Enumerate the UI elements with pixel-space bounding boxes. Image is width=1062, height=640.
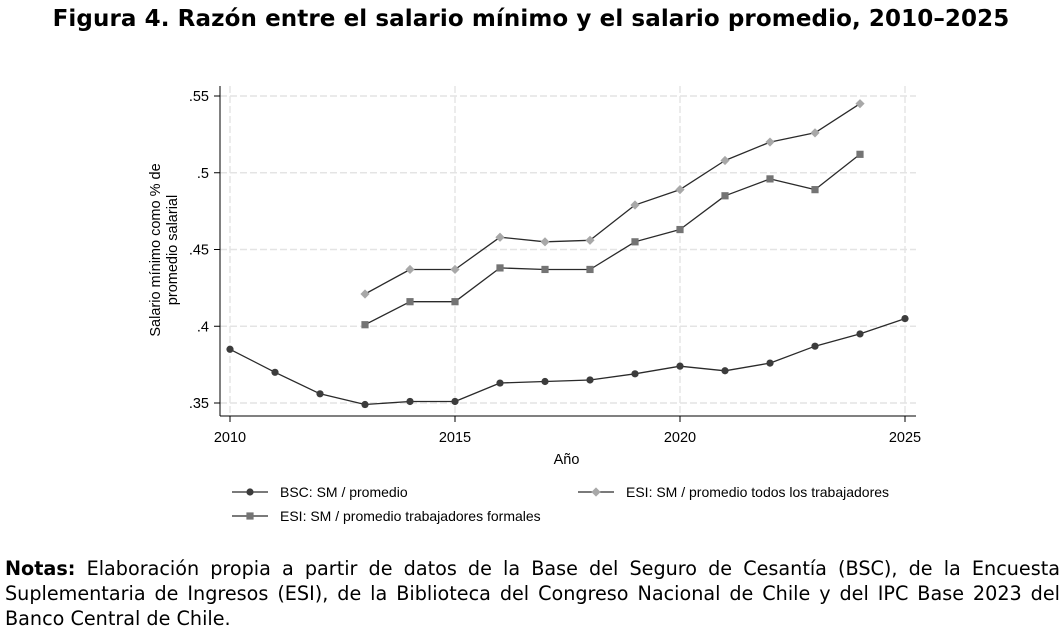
data-point-circle [316, 390, 324, 398]
data-point-square [541, 265, 549, 274]
x-tick-label: 2020 [664, 430, 696, 446]
data-point-square [451, 298, 459, 306]
figure-notes: Notas: Elaboración propia a partir de da… [5, 556, 1060, 631]
data-series [226, 99, 909, 409]
data-point-diamond [405, 264, 415, 275]
notes-text: Elaboración propia a partir de datos de … [5, 557, 1060, 630]
data-point-circle [631, 370, 639, 378]
y-axis-title-line: promedio salarial [165, 195, 181, 305]
data-point-square [406, 298, 414, 306]
legend-marker-diamond [591, 487, 601, 497]
legend-marker-circle [246, 488, 254, 496]
data-point-circle [901, 314, 909, 323]
data-point-diamond [585, 235, 595, 245]
legend-marker-square [246, 512, 254, 520]
data-point-square [811, 186, 819, 194]
data-point-diamond [765, 137, 775, 147]
data-point-square [721, 192, 729, 200]
data-point-diamond [675, 185, 685, 195]
data-point-circle [361, 400, 369, 409]
x-axis-title: Año [554, 452, 580, 468]
data-point-circle [406, 397, 414, 406]
plot-area [220, 86, 916, 416]
data-point-square [856, 150, 864, 158]
data-point-diamond [810, 128, 820, 138]
data-point-square [361, 321, 369, 329]
y-tick-label: .5 [197, 166, 209, 182]
series-line-square [364, 153, 861, 326]
data-point-diamond [540, 237, 550, 247]
data-point-circle [271, 368, 279, 376]
legend: BSC: SM / promedio ESI: SM / promedio tod… [232, 484, 889, 524]
y-tick-label: .35 [189, 396, 209, 412]
series-line-circle [229, 317, 906, 406]
x-tick-label: 2010 [214, 430, 246, 446]
axes [214, 86, 916, 422]
data-point-circle [721, 367, 729, 375]
legend-label: ESI: SM / promedio trabajadores formales [280, 508, 541, 524]
data-point-square [631, 238, 639, 246]
data-point-diamond [360, 289, 370, 299]
notes-label: Notas: [5, 557, 76, 580]
data-point-diamond [720, 155, 730, 166]
data-point-square [766, 175, 774, 183]
data-point-diamond [450, 264, 460, 275]
data-point-circle [541, 377, 549, 386]
data-point-diamond [855, 99, 865, 109]
data-point-circle [811, 342, 819, 350]
data-point-circle [766, 359, 774, 367]
y-axis-title: Salario mínimo como % depromedio salaria… [148, 163, 181, 336]
gridlines [220, 86, 916, 416]
legend-label: ESI: SM / promedio todos los trabajadore… [626, 484, 889, 500]
y-tick-label: .4 [197, 319, 209, 335]
y-tick-label: .55 [189, 89, 209, 105]
data-point-square [586, 265, 594, 274]
data-point-diamond [630, 200, 640, 210]
data-point-circle [586, 376, 594, 384]
data-point-circle [226, 345, 234, 353]
data-point-circle [676, 362, 684, 370]
line-chart: .35 .4 .45 .5 .55 2010 2015 2020 2025 Año Salario … [148, 86, 921, 524]
y-axis-title-line: Salario mínimo como % de [148, 163, 164, 336]
x-tick-label: 2015 [439, 430, 471, 446]
figure-title: Figura 4. Razón entre el salario mínimo … [52, 6, 1010, 32]
data-point-circle [451, 397, 459, 406]
data-point-circle [496, 379, 504, 387]
y-tick-label: .45 [189, 243, 209, 259]
legend-label: BSC: SM / promedio [280, 484, 408, 500]
axis-labels: .35 .4 .45 .5 .55 2010 2015 2020 2025 Año Salario … [148, 89, 921, 468]
data-point-square [676, 225, 684, 234]
x-tick-label: 2025 [889, 430, 921, 446]
data-point-circle [856, 330, 864, 338]
series-line-diamond [364, 103, 861, 295]
data-point-diamond [495, 232, 505, 242]
data-point-square [496, 264, 504, 272]
